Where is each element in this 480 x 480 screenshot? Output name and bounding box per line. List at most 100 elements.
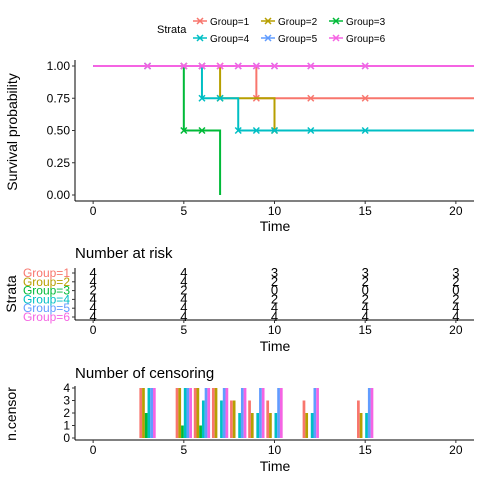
censoring-bar: [193, 388, 197, 438]
censor-mark-stroke-b: [234, 62, 242, 70]
censoring-bar: [256, 413, 260, 438]
censoring-plot-xlabel: Time: [260, 458, 291, 474]
censoring-bar: [367, 388, 371, 438]
risk-table-cell: 4: [180, 291, 187, 306]
censor-mark: [270, 126, 279, 135]
legend-key-cross-stroke-b: [264, 34, 272, 42]
censor-mark: [307, 62, 315, 70]
risk-table-cell: 4: [90, 309, 97, 324]
legend-entry-label: Group=2: [278, 17, 318, 28]
censor-mark-stroke-b: [234, 126, 242, 135]
risk-table-cell: 2: [452, 291, 459, 306]
censoring-plot-x-tick-label: 5: [180, 443, 187, 457]
censor-mark-stroke-b: [361, 126, 369, 135]
censoring-bar: [277, 388, 280, 438]
censoring-bar: [310, 413, 314, 438]
risk-table-x-tick-label: 0: [90, 323, 97, 337]
risk-table-cell: 2: [271, 291, 278, 306]
censor-mark: [216, 94, 224, 102]
censoring-bar: [269, 413, 272, 438]
risk-table-cell: 0: [271, 283, 278, 298]
legend-key-cross-stroke-b: [264, 17, 272, 25]
censoring-bar: [147, 388, 151, 438]
censor-mark-stroke-b: [144, 62, 152, 70]
risk-table-title: Number at risk: [75, 245, 173, 262]
survival-plot-y-tick-label: 0.25: [47, 156, 71, 170]
censoring-bar: [142, 388, 145, 438]
censoring-bar: [178, 388, 182, 438]
risk-table-cell: 4: [90, 300, 97, 315]
legend-key-cross: [332, 17, 340, 25]
censor-mark-stroke-b: [216, 62, 224, 70]
censor-mark: [307, 94, 315, 102]
risk-table-x-tick-label: 15: [359, 323, 373, 337]
risk-table-cell: 2: [90, 283, 97, 298]
survival-plot-y-tick-label: 0.00: [47, 188, 71, 202]
risk-table-xlabel: Time: [260, 338, 291, 354]
censoring-bar: [230, 400, 233, 438]
survival-plot-y-tick-label: 0.75: [47, 91, 71, 105]
risk-table-row-label: Group=2: [23, 275, 70, 289]
risk-table-cell: 2: [452, 274, 459, 289]
risk-table-cell: 4: [452, 300, 459, 315]
legend-key-cross: [196, 34, 204, 42]
risk-table-cell: 4: [180, 309, 187, 324]
censor-mark: [270, 62, 279, 70]
legend-entry-label: Group=4: [210, 34, 250, 45]
risk-table-cell: 2: [362, 274, 369, 289]
censor-mark: [180, 126, 188, 135]
censoring-plot-x-tick-label: 10: [268, 443, 282, 457]
censor-mark: [198, 126, 206, 135]
censor-mark: [234, 62, 242, 70]
legend: Strata Group=1 Group=2 Group=3 Group=4 Group…: [157, 17, 386, 45]
censoring-plot-y-tick-label: 4: [63, 381, 70, 395]
censoring-bar: [305, 413, 309, 438]
censor-mark-stroke-b: [361, 62, 369, 70]
legend-entry: Group=1: [193, 17, 250, 28]
censor-mark: [361, 94, 369, 102]
risk-table-row-label: Group=1: [23, 266, 70, 280]
censoring-bar: [261, 388, 265, 438]
censoring-bar: [266, 400, 270, 438]
censor-mark-stroke-b: [198, 94, 206, 102]
censoring-bar: [183, 388, 187, 438]
censoring-plot-ylabel: n.censor: [3, 387, 19, 441]
legend-entry-label: Group=5: [278, 34, 318, 45]
censor-mark: [234, 126, 242, 135]
risk-table-cell: 4: [271, 300, 278, 315]
legend-entry-label: Group=1: [210, 17, 250, 28]
legend-entry: Group=6: [329, 34, 386, 45]
survival-plot-y-tick-label: 0.50: [47, 124, 71, 138]
legend-key-cross-stroke-b: [332, 34, 340, 42]
censoring-bar: [279, 388, 283, 438]
censor-mark: [252, 62, 260, 70]
survival-plot-x-tick-label: 0: [90, 204, 97, 218]
censoring-bar: [181, 425, 184, 438]
censoring-plot-title: Number of censoring: [75, 365, 214, 382]
censoring-bar: [144, 413, 148, 438]
risk-table-cell: 3: [362, 265, 369, 280]
censor-mark: [180, 62, 188, 70]
legend-key-cross: [264, 17, 272, 25]
censor-mark: [198, 62, 206, 70]
risk-table-cell: 4: [452, 309, 459, 324]
risk-table-cell: 4: [90, 265, 97, 280]
legend-key-cross: [332, 34, 340, 42]
censor-mark-stroke-b: [270, 62, 279, 70]
censor-mark-stroke-b: [307, 126, 315, 135]
censor-mark-stroke-b: [307, 94, 315, 102]
risk-table-ylabel: Strata: [3, 275, 19, 313]
censoring-bar: [186, 388, 190, 438]
risk-table-x-tick-label: 10: [268, 323, 282, 337]
survival-plot-y-tick-label: 1.00: [47, 59, 71, 73]
censor-mark: [252, 126, 260, 135]
censoring-plot-y-tick-label: 1: [63, 419, 70, 433]
censoring-bar: [259, 388, 262, 438]
censor-mark: [361, 62, 369, 70]
censor-mark-stroke-b: [361, 94, 369, 102]
censoring-bar: [238, 413, 241, 438]
survival-plot-x-tick-label: 20: [449, 204, 463, 218]
censoring-bar: [365, 413, 368, 438]
censoring-plot-x-tick-label: 0: [90, 443, 97, 457]
risk-table-cell: 4: [180, 274, 187, 289]
